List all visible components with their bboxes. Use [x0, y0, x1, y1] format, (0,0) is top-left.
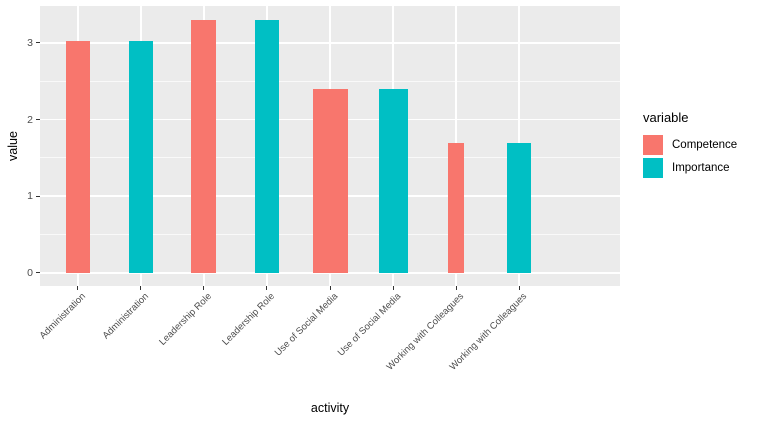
legend-swatch-competence: [643, 135, 663, 155]
x-tick-mark: [329, 286, 331, 290]
x-tick-mark: [203, 286, 205, 290]
bar-importance: [254, 19, 279, 273]
bar-importance: [507, 142, 532, 273]
y-tick-label: 3: [27, 36, 33, 49]
legend-key-row: Importance: [643, 158, 737, 178]
legend-label: Importance: [672, 162, 730, 174]
x-tick-label: Administration: [100, 291, 151, 342]
y-tick-mark: [36, 195, 40, 197]
y-tick-mark: [36, 42, 40, 44]
x-tick-label: Leadership Role: [220, 291, 277, 348]
x-tick-mark: [77, 286, 79, 290]
bar-competence: [312, 88, 348, 273]
x-tick-label: Use of Social Media: [335, 291, 403, 359]
x-tick-label: Leadership Role: [156, 291, 214, 348]
x-axis-title: activity: [310, 401, 350, 415]
bar-importance: [128, 41, 153, 273]
x-tick-mark: [266, 286, 268, 290]
bar-competence: [448, 142, 465, 273]
y-tick-label: 0: [27, 266, 33, 279]
x-tick-mark: [140, 286, 142, 290]
x-tick-mark: [455, 286, 457, 290]
y-tick-mark: [36, 272, 40, 274]
x-tick-label: Administration: [37, 291, 88, 342]
bar-importance: [378, 88, 408, 273]
legend-swatch-importance: [643, 158, 663, 178]
legend: variable Competence Importance: [643, 110, 737, 181]
x-tick-label: Use of Social Media: [272, 291, 340, 359]
legend-keys: Competence Importance: [643, 135, 737, 178]
bar-competence: [191, 19, 217, 273]
legend-key-row: Competence: [643, 135, 737, 155]
plot-panel: [40, 6, 620, 286]
legend-label: Competence: [672, 139, 738, 151]
y-tick-label: 1: [27, 190, 33, 203]
legend-title: variable: [643, 110, 689, 125]
y-tick-label: 2: [27, 113, 33, 126]
y-tick-mark: [36, 119, 40, 121]
x-tick-mark: [518, 286, 520, 290]
y-axis-title: value: [6, 131, 21, 161]
x-tick-mark: [392, 286, 394, 290]
bar-competence: [65, 41, 90, 273]
